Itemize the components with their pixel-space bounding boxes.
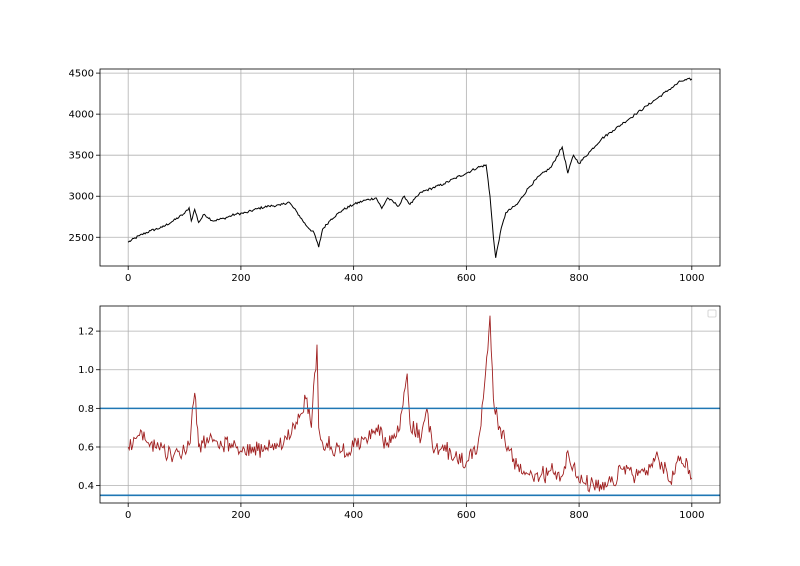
indicator-x-tick-label: 800 (570, 510, 589, 521)
price-y-tick-label: 3000 (69, 192, 94, 203)
price-chart: 0 200 400 600 800 1000 2500 3000 3500 4000 4500 (69, 68, 721, 284)
price-x-tick-label: 600 (457, 273, 476, 284)
indicator-x-ticks: 0 200 400 600 800 1000 (125, 503, 705, 521)
price-x-ticks: 0 200 400 600 800 1000 (125, 266, 705, 284)
indicator-y-tick-label: 0.4 (78, 481, 94, 492)
indicator-y-tick-label: 1.0 (78, 365, 94, 376)
price-x-tick-label: 0 (125, 273, 131, 284)
indicator-x-tick-label: 200 (231, 510, 250, 521)
indicator-legend-box (707, 309, 717, 318)
price-y-tick-label: 3500 (69, 151, 94, 162)
indicator-chart: 0 200 400 600 800 1000 0.4 0.6 0.8 1.0 1.2 (78, 305, 721, 521)
indicator-y-ticks: 0.4 0.6 0.8 1.0 1.2 (78, 327, 100, 492)
price-y-tick-label: 4000 (69, 110, 94, 121)
indicator-x-tick-label: 600 (457, 510, 476, 521)
price-gridlines (100, 69, 720, 266)
indicator-x-tick-label: 0 (125, 510, 131, 521)
indicator-x-tick-label: 400 (344, 510, 363, 521)
price-y-tick-label: 2500 (69, 233, 94, 244)
price-x-tick-label: 200 (231, 273, 250, 284)
indicator-y-tick-label: 1.2 (78, 327, 94, 338)
price-axes-frame (99, 68, 721, 267)
indicator-y-tick-label: 0.8 (78, 404, 94, 415)
indicator-threshold-lines (100, 407, 720, 497)
indicator-series-line (127, 315, 693, 493)
indicator-x-tick-label: 1000 (679, 510, 704, 521)
price-series-line (127, 77, 693, 258)
indicator-axes-frame (99, 305, 721, 504)
price-x-tick-label: 400 (344, 273, 363, 284)
indicator-y-tick-label: 0.6 (78, 442, 94, 453)
price-x-tick-label: 800 (570, 273, 589, 284)
price-y-ticks: 2500 3000 3500 4000 4500 (69, 69, 100, 244)
price-x-tick-label: 1000 (679, 273, 704, 284)
price-y-tick-label: 4500 (69, 69, 94, 80)
